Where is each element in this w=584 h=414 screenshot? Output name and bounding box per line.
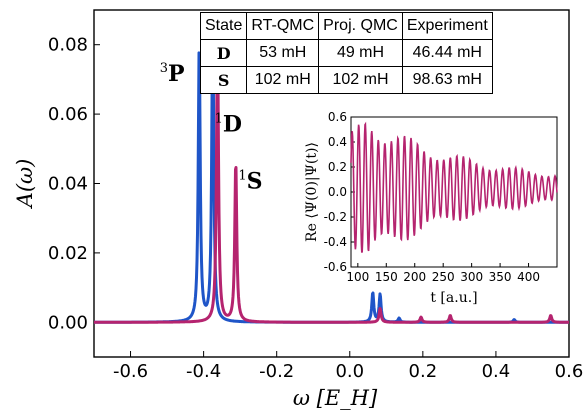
- x-tick-label: -0.4: [186, 361, 221, 382]
- x-tick-label: 0.6: [555, 361, 584, 382]
- peak-label: 1D: [215, 111, 242, 137]
- inset-x-tick-label: 100: [346, 270, 369, 284]
- inset-y-tick-label: -0.6: [324, 260, 347, 274]
- table-header-state: State: [199, 12, 248, 40]
- table-cell-proj-qmc: 102 mH: [318, 66, 403, 94]
- table-header-row: State RT-QMC Proj. QMC Experiment: [199, 12, 493, 40]
- inset-series: [350, 121, 558, 253]
- table-cell-rt-qmc: 102 mH: [246, 66, 320, 94]
- main-x-axis-label: ω [E_H]: [293, 386, 378, 410]
- inset-y-axis-label: Re ⟨Ψ(0)|Ψ(t)⟩: [304, 142, 320, 242]
- table-cell-proj-qmc: 49 mH: [318, 39, 403, 67]
- table-header-experiment: Experiment: [401, 12, 493, 40]
- main-ticks: -0.6 -0.4 -0.2 0.0 0.2 0.4 0.6 0.00 0.02 0.04 0.06…: [48, 35, 583, 382]
- energy-comparison-table: State RT-QMC Proj. QMC Experiment D 53 m…: [199, 12, 493, 94]
- table-cell-experiment: 98.63 mH: [401, 66, 493, 94]
- table-cell-state: D: [199, 39, 248, 67]
- inset-y-tick-label: 0.0: [328, 185, 347, 199]
- y-tick-label: 0.02: [48, 243, 88, 264]
- peak-label: 1S: [238, 169, 262, 195]
- inset-x-tick-label: 350: [489, 270, 512, 284]
- inset-ticks: 100 150 200 250 300 350 400 0.6 0.4 0.2 0.0 -0.2 -0.…: [324, 110, 540, 284]
- inset-y-tick-label: -0.2: [324, 210, 347, 224]
- inset-x-axis-label: t [a.u.]: [430, 290, 477, 306]
- table-row: S 102 mH 102 mH 98.63 mH: [199, 66, 493, 94]
- table-cell-experiment: 46.44 mH: [401, 39, 493, 67]
- x-tick-label: -0.6: [113, 361, 148, 382]
- peak-label-superscript: 1: [215, 111, 223, 126]
- peak-label-superscript: 3: [160, 61, 168, 76]
- x-tick-label: -0.2: [259, 361, 294, 382]
- inset-y-tick-label: 0.4: [328, 135, 347, 149]
- inset-y-tick-label: 0.6: [328, 110, 347, 124]
- inset-x-tick-label: 300: [460, 270, 483, 284]
- y-tick-label: 0.00: [48, 312, 88, 333]
- y-tick-label: 0.04: [48, 174, 88, 195]
- main-series: [93, 23, 570, 324]
- peak-label-term: D: [223, 111, 242, 137]
- peak-label: 3P: [160, 61, 185, 87]
- inset-y-tick-label: 0.2: [328, 160, 347, 174]
- peak-label-term: P: [168, 61, 185, 87]
- y-tick-label: 0.08: [48, 35, 88, 56]
- x-tick-label: 0.4: [482, 361, 511, 382]
- spectrum-series-line-1: [93, 32, 570, 324]
- table-header-rt-qmc: RT-QMC: [246, 12, 320, 40]
- inset-plot-frame: [350, 116, 558, 268]
- inset-y-tick-label: -0.4: [324, 235, 347, 249]
- inset-series-line-0: [350, 121, 558, 253]
- main-y-axis-label: A(ω): [13, 159, 37, 210]
- inset-x-tick-label: 400: [517, 270, 540, 284]
- table-header-proj-qmc: Proj. QMC: [318, 12, 403, 40]
- y-tick-label: 0.06: [48, 104, 88, 125]
- table-cell-rt-qmc: 53 mH: [246, 39, 320, 67]
- inset-x-tick-label: 200: [403, 270, 426, 284]
- table-row: D 53 mH 49 mH 46.44 mH: [199, 39, 493, 67]
- peak-label-term: S: [247, 169, 263, 195]
- table-cell-state: S: [199, 66, 248, 94]
- inset-x-tick-label: 150: [375, 270, 398, 284]
- inset-x-tick-label: 250: [432, 270, 455, 284]
- peak-label-superscript: 1: [238, 169, 246, 184]
- x-tick-label: 0.0: [335, 361, 364, 382]
- x-tick-label: 0.2: [409, 361, 438, 382]
